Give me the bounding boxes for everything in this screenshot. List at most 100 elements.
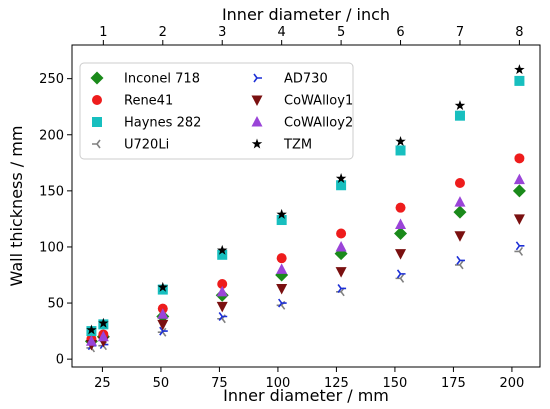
data-point [395, 218, 407, 230]
data-point [454, 100, 466, 111]
data-point [216, 301, 228, 313]
top-x-tick-label: 4 [278, 25, 286, 40]
legend-marker [92, 139, 101, 149]
x-axis-title: Inner diameter / mm [223, 386, 389, 405]
y-axis-title: Wall thickness / mm [7, 126, 26, 287]
legend-marker [251, 95, 263, 106]
data-point [157, 319, 169, 331]
data-point [276, 253, 287, 264]
series-5 [85, 214, 525, 351]
data-point [98, 317, 109, 328]
data-point [216, 285, 228, 297]
data-point [395, 202, 406, 213]
data-point [86, 324, 97, 335]
series-4 [87, 241, 525, 351]
top-x-tick-label: 6 [396, 25, 404, 40]
legend-marker [90, 71, 104, 85]
data-point [335, 240, 347, 252]
data-point [218, 312, 228, 321]
top-x-tick-label: 2 [159, 25, 167, 40]
legend-item: Rene41 [92, 94, 173, 109]
x-tick-label: 25 [94, 376, 111, 391]
series-7 [86, 64, 525, 335]
legend-label: TZM [283, 138, 312, 153]
data-point [514, 75, 525, 86]
top-x-axis-title: Inner diameter / inch [222, 5, 390, 24]
y-tick-label: 100 [39, 240, 64, 255]
data-points [84, 64, 526, 353]
legend-marker [251, 116, 263, 127]
data-point [454, 231, 466, 242]
top-x-ticks: 1 2 3 4 5 6 7 8 [99, 25, 524, 45]
legend-item: Haynes 282 [92, 116, 201, 131]
legend-label: Rene41 [124, 94, 173, 109]
data-point [217, 249, 228, 260]
data-point [276, 208, 287, 219]
data-point [97, 330, 109, 342]
data-point [159, 326, 168, 336]
legend-item: U720Li [92, 138, 169, 153]
legend-label: AD730 [284, 72, 328, 87]
top-x-tick-label: 8 [515, 25, 523, 40]
data-point [394, 226, 408, 240]
data-point [513, 173, 525, 185]
data-point [513, 214, 525, 225]
x-tick-label: 150 [383, 376, 408, 391]
y-tick-label: 150 [39, 184, 64, 199]
legend-marker [92, 95, 102, 105]
legend-item: AD730 [253, 72, 328, 87]
data-point [395, 249, 407, 260]
legend-marker [253, 73, 262, 83]
legend-label: Inconel 718 [124, 72, 200, 87]
x-tick-label: 100 [266, 376, 291, 391]
x-tick-label: 125 [324, 376, 349, 391]
data-point [278, 298, 287, 308]
top-x-tick-label: 5 [337, 25, 345, 40]
data-point [514, 153, 525, 164]
data-point [337, 283, 347, 293]
legend-item: Inconel 718 [90, 71, 200, 87]
data-point [514, 64, 525, 75]
legend-marker [251, 138, 263, 149]
legend-label: CoWAlloy1 [284, 94, 353, 109]
x-tick-label: 75 [211, 376, 228, 391]
plot-frame [71, 44, 541, 368]
x-tick-label: 175 [441, 376, 466, 391]
data-point [456, 255, 465, 265]
data-point [454, 178, 465, 188]
data-point [276, 263, 288, 274]
legend-item: CoWAlloy1 [251, 94, 353, 109]
data-point [395, 145, 406, 156]
data-point [396, 269, 406, 279]
data-point [276, 283, 288, 295]
legend-label: CoWAlloy2 [284, 116, 353, 131]
series-6 [85, 173, 525, 346]
y-ticks: 0 50 100 150 200 250 [39, 72, 72, 368]
top-x-tick-label: 3 [218, 25, 226, 40]
bottom-x-ticks: 25 50 75 100 125 150 175 200 [94, 367, 524, 391]
data-point [157, 281, 169, 292]
data-point [336, 180, 347, 191]
y-tick-label: 250 [39, 72, 64, 87]
data-point [454, 260, 464, 270]
data-point [514, 246, 524, 256]
legend: Inconel 718 Rene41 Haynes 282 U720Li AD730 Co… [79, 62, 354, 160]
data-point [276, 215, 287, 226]
legend-label: U720Li [124, 138, 169, 153]
data-point [335, 173, 347, 183]
data-point [157, 284, 168, 295]
y-tick-label: 200 [39, 128, 64, 143]
y-tick-label: 50 [47, 297, 64, 312]
top-x-tick-label: 7 [456, 25, 464, 40]
data-point [454, 196, 466, 207]
legend-marker [92, 117, 102, 127]
data-point [453, 205, 467, 219]
legend-item: CoWAlloy2 [251, 116, 353, 131]
data-point [395, 273, 405, 283]
data-point [157, 308, 169, 319]
x-tick-label: 200 [500, 376, 525, 391]
data-point [336, 228, 347, 239]
data-point [335, 267, 347, 278]
top-x-tick-label: 1 [99, 25, 107, 40]
legend-label: Haynes 282 [124, 116, 201, 131]
